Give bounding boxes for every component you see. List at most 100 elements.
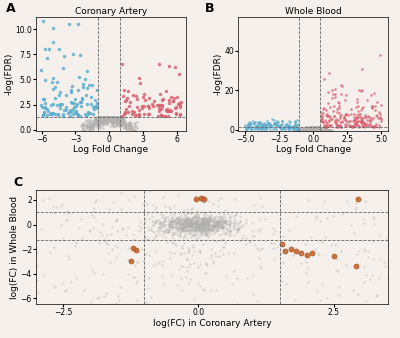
Point — [176, 233, 183, 238]
Point — [324, 124, 330, 129]
Point — [367, 92, 374, 97]
Point — [194, 223, 201, 229]
Point — [350, 119, 356, 124]
Point — [338, 91, 344, 96]
Point — [321, 127, 327, 132]
Point — [304, 125, 310, 130]
Point — [300, 127, 306, 132]
Point — [168, 218, 175, 223]
Point — [178, 243, 185, 249]
Point — [192, 223, 199, 228]
Point — [336, 100, 342, 105]
Point — [172, 242, 178, 247]
Point — [208, 223, 215, 228]
Point — [212, 219, 218, 224]
Point — [304, 127, 310, 132]
Point — [314, 125, 320, 131]
Point — [204, 217, 211, 222]
Point — [49, 111, 55, 116]
Point — [205, 222, 212, 227]
Point — [215, 219, 221, 224]
Point — [315, 125, 322, 130]
Point — [204, 220, 211, 226]
Point — [315, 126, 322, 131]
Point — [117, 118, 123, 123]
Point — [355, 108, 362, 113]
Point — [181, 233, 188, 239]
Text: C: C — [13, 176, 22, 189]
Point — [128, 259, 134, 264]
Point — [197, 230, 203, 235]
Point — [111, 115, 117, 120]
Point — [170, 219, 176, 224]
Point — [113, 115, 119, 120]
Point — [273, 123, 279, 128]
Point — [184, 228, 190, 234]
Point — [84, 121, 90, 126]
Point — [309, 125, 315, 130]
Point — [310, 126, 316, 131]
Point — [179, 245, 185, 250]
Point — [202, 226, 209, 232]
Point — [237, 223, 243, 228]
Point — [214, 217, 221, 222]
Point — [118, 117, 125, 122]
Point — [207, 226, 213, 232]
Y-axis label: -log(FDR): -log(FDR) — [214, 53, 223, 95]
Point — [91, 120, 97, 126]
Point — [330, 127, 336, 132]
Point — [319, 240, 325, 245]
Point — [310, 126, 317, 131]
Point — [358, 119, 365, 125]
Point — [205, 220, 211, 225]
Point — [199, 222, 205, 228]
Point — [154, 209, 160, 215]
Point — [314, 126, 320, 132]
Point — [164, 108, 170, 114]
Point — [37, 227, 44, 232]
Point — [191, 219, 197, 225]
Point — [78, 99, 84, 104]
Point — [131, 236, 138, 241]
Point — [254, 124, 261, 129]
Point — [90, 104, 96, 109]
Point — [309, 125, 316, 130]
Point — [322, 127, 329, 132]
Point — [178, 263, 184, 268]
Point — [202, 261, 209, 267]
Point — [130, 274, 136, 280]
Point — [208, 224, 215, 229]
Point — [104, 122, 110, 127]
Point — [286, 127, 292, 132]
Point — [198, 226, 205, 232]
Point — [119, 121, 125, 126]
Point — [333, 120, 340, 125]
Point — [351, 230, 358, 235]
Point — [193, 221, 200, 226]
Point — [268, 123, 274, 129]
Point — [319, 126, 325, 131]
Point — [93, 119, 99, 124]
Point — [217, 214, 223, 219]
Point — [44, 112, 50, 118]
Point — [372, 107, 378, 113]
Point — [187, 219, 193, 224]
Point — [116, 298, 122, 303]
Point — [193, 222, 200, 227]
Point — [342, 121, 348, 126]
Point — [325, 114, 332, 119]
Point — [75, 87, 81, 92]
Point — [218, 222, 224, 227]
Point — [199, 223, 205, 229]
Point — [183, 221, 190, 226]
Point — [165, 222, 171, 227]
Point — [172, 225, 178, 230]
Point — [180, 226, 186, 232]
Point — [97, 115, 104, 120]
Point — [282, 121, 289, 127]
Point — [344, 199, 350, 204]
Point — [310, 125, 316, 130]
Point — [305, 125, 312, 130]
Point — [290, 124, 296, 129]
Point — [282, 123, 289, 128]
